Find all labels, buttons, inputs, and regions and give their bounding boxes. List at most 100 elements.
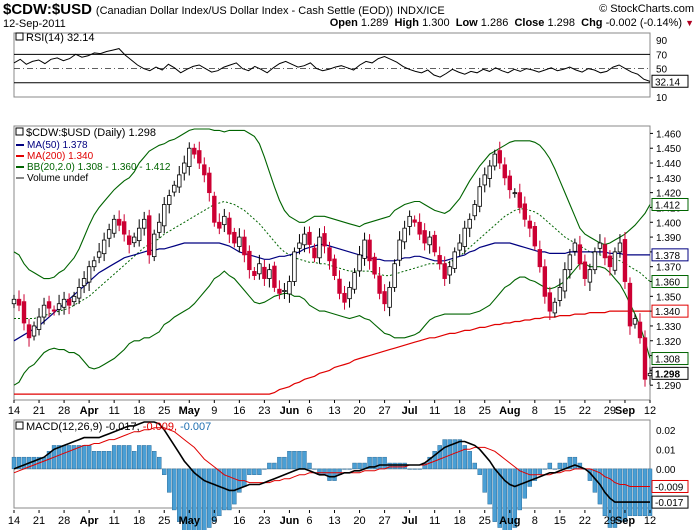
macd-hist-bar (76, 445, 82, 470)
macd-title: MACD(12,26,9) -0.017, -0.009, -0.007 (26, 421, 211, 433)
candle-body (91, 260, 97, 268)
date-label: 28 (58, 405, 70, 417)
candle-body (66, 298, 72, 306)
rsi-tick-label: 50 (656, 65, 668, 76)
macd-hist-bar (342, 468, 347, 470)
macd-hist-bar (417, 468, 422, 470)
candle-body (217, 221, 222, 229)
price-value-flag: 1.360 (655, 278, 680, 289)
candle-body (522, 203, 528, 220)
macd-hist-bar (547, 462, 553, 470)
candle-body (597, 242, 603, 249)
macd-hist-bar (617, 468, 623, 522)
macd-hist-bar (557, 462, 563, 470)
price-tick-label: 1.460 (656, 129, 681, 140)
bottom-date-label: 8 (532, 515, 538, 527)
candle-body (607, 255, 613, 268)
bottom-date-label: May (179, 515, 201, 527)
candle-body (282, 289, 287, 292)
macd-hist-bar (131, 451, 137, 470)
macd-hist-bar (322, 468, 327, 475)
candle-body (162, 204, 167, 227)
candle-body (136, 227, 142, 242)
candle-body (81, 278, 87, 287)
date-label: 18 (133, 405, 145, 417)
macd-hist-bar (71, 445, 77, 470)
high-value: 1.300 (422, 17, 450, 29)
candle-body (207, 172, 212, 194)
price-value-flag: 1.308 (655, 355, 680, 366)
macd-tick-label: 0.02 (656, 426, 676, 437)
rsi-line (13, 48, 651, 82)
candle-body (372, 256, 377, 275)
bottom-date-label: Sep (615, 515, 635, 527)
candle-body (352, 272, 357, 290)
candle-body (332, 258, 337, 276)
candle-body (357, 254, 362, 272)
date-label: Jun (280, 405, 300, 417)
date-label: 27 (378, 405, 390, 417)
date-label: 16 (233, 405, 245, 417)
macd-hist-bar (302, 451, 307, 470)
x-axis: 14 21 28 Apr 11 18 25 May 9 16 23 Jun 6 13 20 27 Jul 11 18… (8, 400, 656, 417)
candle-body (382, 291, 387, 305)
candle-body (106, 229, 112, 239)
candle-body (422, 230, 427, 244)
macd-hist-bar (126, 445, 132, 470)
candle-body (237, 236, 242, 247)
candle-body (26, 324, 32, 339)
price-panel: 1.2901.3001.3101.3201.3301.3401.3501.360… (11, 125, 689, 401)
candle-body (397, 239, 402, 261)
rsi-tick-label: 90 (656, 36, 668, 47)
macd-hist-bar (197, 468, 202, 530)
macd-hist-bar (202, 468, 207, 530)
macd-legend-swatch (15, 421, 24, 430)
candle-body (557, 287, 563, 301)
price-tick-label: 1.320 (656, 337, 681, 348)
candle-body (56, 303, 62, 310)
date-label: May (179, 405, 201, 417)
candle-body (272, 265, 277, 288)
macd-hist-bar (567, 456, 573, 470)
open-label: Open (329, 17, 358, 29)
bottom-date-label: 25 (158, 515, 170, 527)
macd-hist-bar (497, 468, 502, 528)
macd-hist-bar (292, 451, 297, 470)
price-value-flag-box (651, 275, 689, 289)
candle-body (121, 221, 127, 235)
macd-hist-bar (96, 451, 102, 470)
macd-hist-bar (437, 445, 442, 470)
bottom-date-label: 11 (429, 515, 440, 527)
rsi-value-flag-box (651, 74, 689, 88)
macd-hist-bar (41, 456, 47, 470)
macd-hist-bar (642, 468, 648, 517)
candle-body (547, 292, 553, 312)
price-tick-label: 1.450 (656, 144, 681, 155)
quote-summary: Open 1.289 High 1.300 Low 1.286 Close 1.… (330, 17, 694, 29)
candle-body (212, 195, 217, 223)
close-value: 1.298 (547, 17, 575, 29)
bottom-date-label: 27 (378, 515, 390, 527)
date-label: 14 (8, 405, 20, 417)
bottom-date-label: 18 (454, 515, 466, 527)
candle-body (632, 318, 638, 325)
price-frame (13, 125, 651, 401)
bottom-date-label: 22 (579, 515, 591, 527)
bottom-date-label: 6 (306, 515, 312, 527)
price-value-flag-box (651, 197, 689, 211)
date-label: Apr (80, 405, 100, 417)
candle-body (292, 251, 297, 282)
macd-hist-bar (487, 468, 492, 505)
candle-body (131, 236, 137, 244)
price-tick-label: 1.400 (656, 218, 681, 229)
rsi-value-flag: 32.14 (655, 77, 680, 88)
macd-hist-bar (527, 468, 533, 487)
rsi-title: RSI(14) 32.14 (26, 32, 94, 44)
brand-label[interactable]: © StockCharts.com (599, 3, 694, 15)
macd-hist-bar (327, 468, 332, 481)
candle-body (442, 263, 447, 279)
date-label: 18 (454, 405, 466, 417)
candle-body (182, 162, 187, 174)
close-label: Close (514, 17, 545, 29)
